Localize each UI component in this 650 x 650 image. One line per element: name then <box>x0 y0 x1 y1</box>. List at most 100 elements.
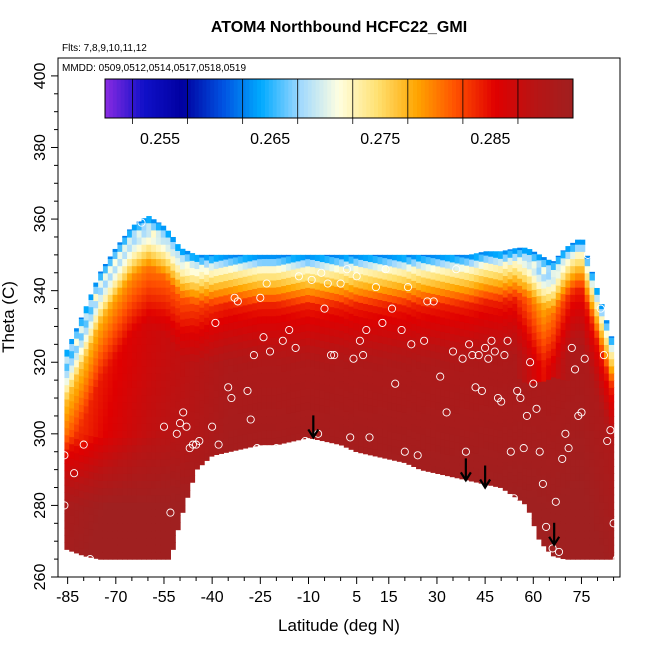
field-cell <box>242 354 249 363</box>
field-cell <box>420 434 427 443</box>
field-cell <box>180 476 186 485</box>
field-cell <box>127 330 133 338</box>
field-cell <box>550 312 557 321</box>
field-cell <box>295 303 302 312</box>
field-cell <box>122 516 128 524</box>
field-cell <box>141 330 147 338</box>
field-cell <box>560 393 567 402</box>
field-cell <box>444 332 451 341</box>
field-cell <box>151 430 157 439</box>
sample-point <box>458 354 467 363</box>
field-cell <box>555 349 562 358</box>
field-cell <box>579 423 586 431</box>
field-cell <box>382 307 388 316</box>
field-cell <box>488 327 494 336</box>
field-cell <box>396 360 403 369</box>
sample-point <box>182 422 191 431</box>
field-cell <box>184 389 191 398</box>
field-cell <box>146 530 152 539</box>
field-cell <box>175 522 181 531</box>
field-cell <box>189 417 196 426</box>
field-cell <box>358 316 364 325</box>
field-cell <box>208 327 215 335</box>
field-cell <box>300 395 306 404</box>
field-cell <box>420 384 427 393</box>
field-cell <box>170 398 176 407</box>
field-cell <box>488 277 494 286</box>
field-cell <box>218 288 224 297</box>
field-cell <box>295 360 302 369</box>
field-cell <box>189 403 196 412</box>
field-cell <box>310 295 316 303</box>
field-cell <box>131 279 138 288</box>
field-cell <box>594 344 600 353</box>
field-cell <box>93 386 99 395</box>
field-cell <box>589 401 595 410</box>
field-cell <box>175 300 181 309</box>
field-cell <box>502 411 509 420</box>
field-cell <box>175 244 181 251</box>
field-cell <box>131 537 138 546</box>
field-cell <box>247 254 253 262</box>
sample-point <box>400 447 409 456</box>
field-cell <box>242 261 249 270</box>
sample-point <box>249 351 258 360</box>
field-cell <box>257 330 263 338</box>
field-cell <box>295 425 302 434</box>
field-cell <box>599 415 605 424</box>
field-cell <box>420 355 427 364</box>
field-cell <box>252 274 258 282</box>
field-cell <box>160 225 167 231</box>
colorbar-segment <box>190 79 196 118</box>
field-cell <box>339 294 345 303</box>
field-cell <box>493 364 499 373</box>
field-cell <box>117 487 123 496</box>
colorbar-segment <box>237 79 242 118</box>
field-cell <box>589 530 595 539</box>
field-cell <box>339 423 345 432</box>
field-cell <box>69 457 75 466</box>
field-cell <box>430 457 436 466</box>
field-cell <box>440 345 446 354</box>
field-cell <box>579 551 586 560</box>
field-cell <box>372 312 379 321</box>
field-cell <box>411 380 417 389</box>
sample-point <box>79 440 88 449</box>
field-cell <box>88 499 94 508</box>
field-cell <box>555 514 562 522</box>
field-cell <box>102 444 109 453</box>
field-cell <box>570 516 576 524</box>
field-cell <box>228 254 234 259</box>
field-cell <box>454 456 461 464</box>
field-cell <box>391 452 398 461</box>
field-cell <box>151 473 157 481</box>
field-cell <box>102 294 109 302</box>
field-cell <box>488 256 494 264</box>
field-cell <box>541 423 547 432</box>
field-cell <box>237 334 244 343</box>
field-cell <box>305 287 311 296</box>
field-cell <box>493 436 499 444</box>
field-cell <box>127 437 133 446</box>
field-cell <box>204 410 210 418</box>
field-cell <box>488 263 494 272</box>
field-cell <box>74 352 80 361</box>
field-cell <box>334 407 340 416</box>
field-cell <box>401 383 408 392</box>
field-cell <box>353 315 359 324</box>
field-cell <box>512 274 518 283</box>
field-cell <box>170 499 176 507</box>
field-cell <box>122 473 128 481</box>
field-cell <box>507 264 514 273</box>
field-cell <box>440 438 446 447</box>
field-cell <box>589 380 595 388</box>
field-cell <box>358 254 364 260</box>
field-cell <box>155 401 162 410</box>
field-cell <box>459 271 465 279</box>
field-cell <box>117 258 123 267</box>
field-cell <box>83 491 90 500</box>
field-cell <box>396 339 403 348</box>
field-cell <box>334 350 340 359</box>
field-cell <box>522 489 528 498</box>
colorbar-segment <box>561 79 566 118</box>
